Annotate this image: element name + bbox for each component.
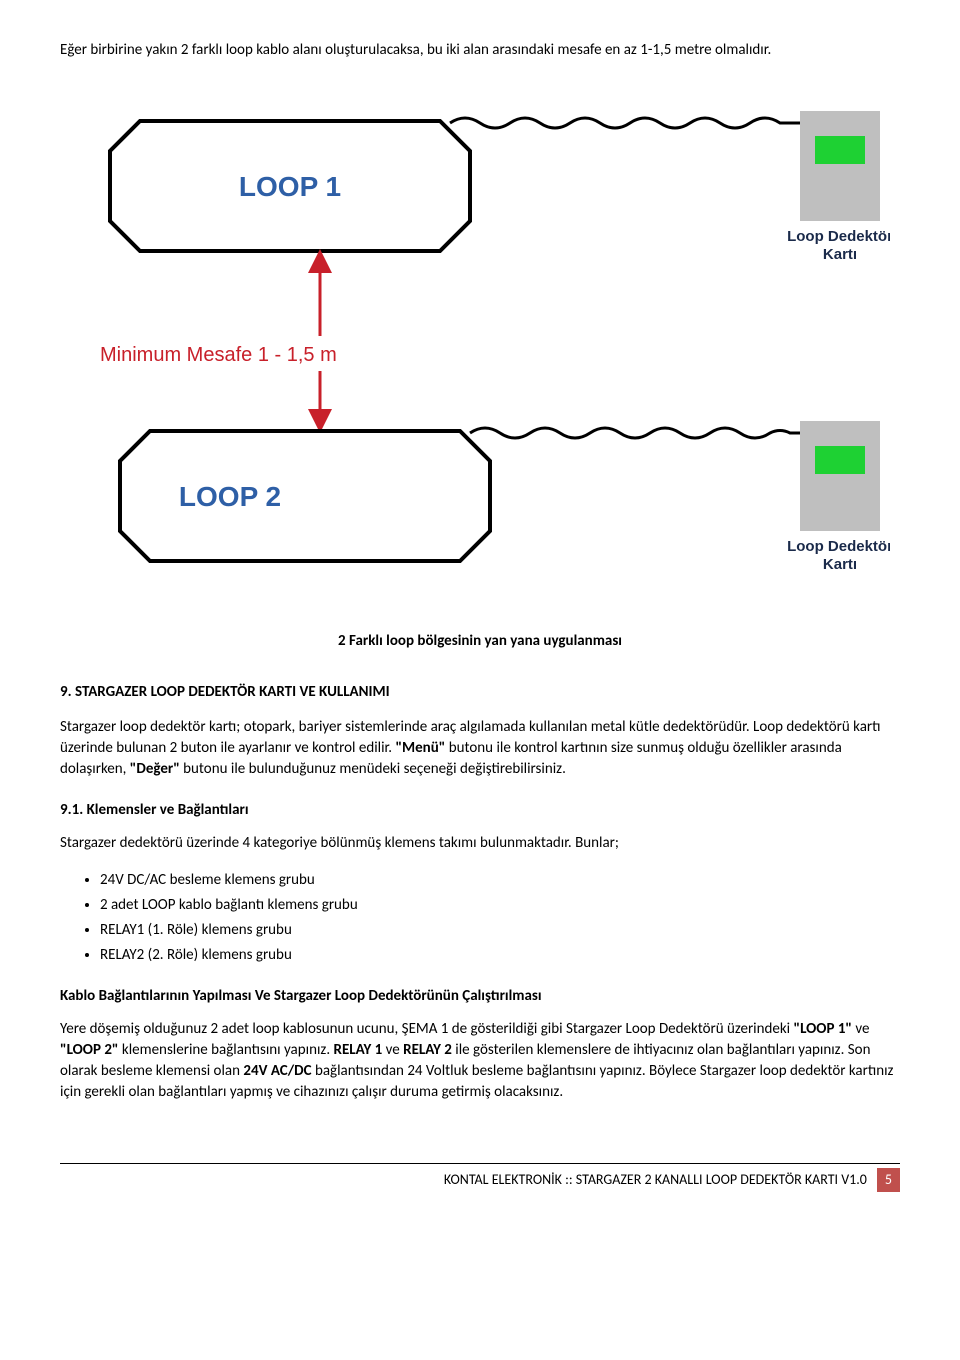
kablo-c: klemenslerine bağlantısını yapınız.: [119, 1041, 334, 1059]
loop1-wire: [450, 118, 810, 128]
klemens-list: 24V DC/AC besleme klemens grubu 2 adet L…: [100, 870, 900, 966]
kablo-24v: 24V AC/DC: [243, 1062, 311, 1080]
kablo-loop1: "LOOP 1": [794, 1020, 853, 1038]
card2-body: [800, 421, 880, 531]
section-91-para: Stargazer dedektörü üzerinde 4 kategoriy…: [60, 833, 900, 854]
distance-label: Minimum Mesafe 1 - 1,5 m: [100, 344, 337, 366]
list-item: 2 adet LOOP kablo bağlantı klemens grubu: [100, 895, 900, 916]
section-91-heading: 9.1. Klemensler ve Bağlantıları: [60, 800, 900, 821]
loop1-label: LOOP 1: [239, 171, 341, 202]
card1-label-line1: Loop Dedektör: [787, 228, 890, 245]
card1-led: [815, 136, 865, 164]
section-9-paragraph: Stargazer loop dedektör kartı; otopark, …: [60, 717, 900, 780]
diagram-container: LOOP 1 Loop Dedektör Kartı Minimum Mesaf…: [60, 81, 900, 601]
intro-paragraph: Eğer birbirine yakın 2 farklı loop kablo…: [60, 40, 900, 61]
s9-menu-bold: "Menü": [395, 739, 445, 757]
kablo-relay1: RELAY 1: [334, 1041, 383, 1059]
kablo-d: ve: [382, 1041, 403, 1059]
kablo-paragraph: Yere döşemiş olduğunuz 2 adet loop kablo…: [60, 1019, 900, 1103]
kablo-b: ve: [852, 1020, 869, 1038]
loop2-label: LOOP 2: [179, 481, 281, 512]
s9-p1end: butonu ile bulunduğunuz menüdeki seçeneğ…: [180, 760, 566, 778]
kablo-loop2: "LOOP 2": [60, 1041, 119, 1059]
section-9-heading: 9. STARGAZER LOOP DEDEKTÖR KARTI VE KULL…: [60, 682, 900, 703]
card2-label-line2: Kartı: [823, 556, 857, 573]
card1-label-line2: Kartı: [823, 246, 857, 263]
list-item: 24V DC/AC besleme klemens grubu: [100, 870, 900, 891]
list-item: RELAY1 (1. Röle) klemens grubu: [100, 920, 900, 941]
diagram-caption: 2 Farklı loop bölgesinin yan yana uygula…: [60, 631, 900, 652]
kablo-relay2: RELAY 2: [403, 1041, 452, 1059]
footer-text: KONTAL ELEKTRONİK :: STARGAZER 2 KANALLI…: [444, 1170, 867, 1190]
loop2-wire: [470, 428, 810, 438]
card1-body: [800, 111, 880, 221]
page-number: 5: [877, 1168, 900, 1192]
kablo-heading: Kablo Bağlantılarının Yapılması Ve Starg…: [60, 986, 900, 1007]
card2-led: [815, 446, 865, 474]
list-item: RELAY2 (2. Röle) klemens grubu: [100, 945, 900, 966]
loop-diagram: LOOP 1 Loop Dedektör Kartı Minimum Mesaf…: [70, 81, 890, 601]
loop2-shape: [120, 431, 490, 561]
s9-deger-bold: "Değer": [130, 760, 180, 778]
card2-label-line1: Loop Dedektör: [787, 538, 890, 555]
kablo-a: Yere döşemiş olduğunuz 2 adet loop kablo…: [60, 1020, 794, 1038]
page-footer: KONTAL ELEKTRONİK :: STARGAZER 2 KANALLI…: [60, 1163, 900, 1192]
